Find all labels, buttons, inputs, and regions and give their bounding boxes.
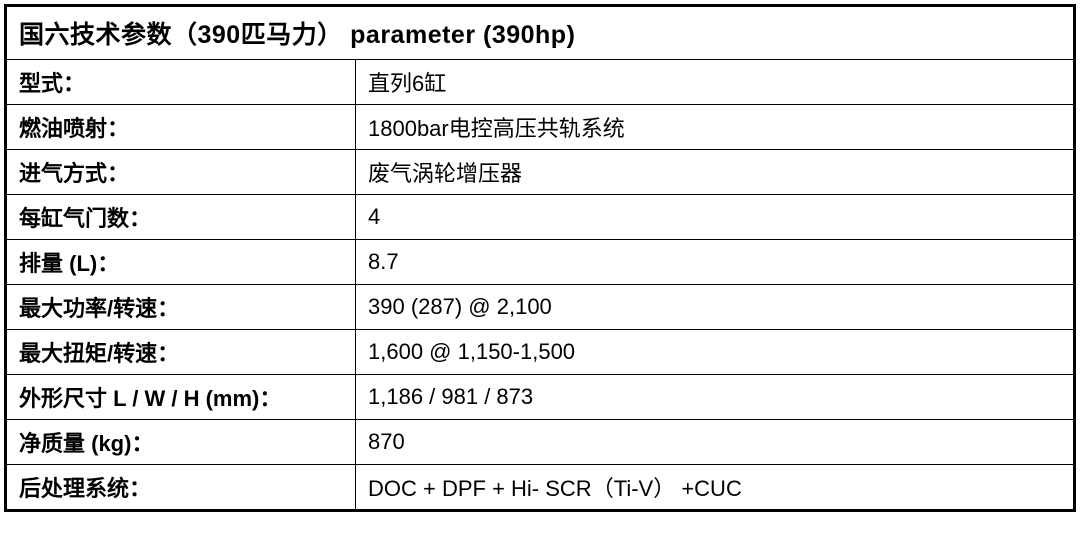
table-row: 燃油喷射： 1800bar电控高压共轨系统 — [6, 105, 1075, 150]
spec-table: 国六技术参数（390匹马力） parameter (390hp) 型式： 直列6… — [4, 4, 1076, 512]
spec-label: 型式： — [6, 60, 356, 105]
table-row: 每缸气门数： 4 — [6, 195, 1075, 240]
spec-label: 每缸气门数： — [6, 195, 356, 240]
table-row: 后处理系统： DOC + DPF + Hi- SCR（Ti-V） +CUC — [6, 465, 1075, 511]
spec-value: 直列6缸 — [356, 60, 1075, 105]
spec-label: 进气方式： — [6, 150, 356, 195]
spec-label: 最大功率/转速： — [6, 285, 356, 330]
spec-label: 外形尺寸 L / W / H (mm)： — [6, 375, 356, 420]
spec-value: 8.7 — [356, 240, 1075, 285]
table-row: 最大扭矩/转速： 1,600 @ 1,150-1,500 — [6, 330, 1075, 375]
table-row: 排量 (L)： 8.7 — [6, 240, 1075, 285]
spec-value: 390 (287) @ 2,100 — [356, 285, 1075, 330]
table-header: 国六技术参数（390匹马力） parameter (390hp) — [6, 6, 1075, 60]
spec-label: 燃油喷射： — [6, 105, 356, 150]
table-row: 最大功率/转速： 390 (287) @ 2,100 — [6, 285, 1075, 330]
spec-value: 1800bar电控高压共轨系统 — [356, 105, 1075, 150]
spec-value: 废气涡轮增压器 — [356, 150, 1075, 195]
spec-value: DOC + DPF + Hi- SCR（Ti-V） +CUC — [356, 465, 1075, 511]
spec-value: 4 — [356, 195, 1075, 240]
spec-label: 排量 (L)： — [6, 240, 356, 285]
spec-label: 净质量 (kg)： — [6, 420, 356, 465]
table-row: 型式： 直列6缸 — [6, 60, 1075, 105]
table-row: 外形尺寸 L / W / H (mm)： 1,186 / 981 / 873 — [6, 375, 1075, 420]
spec-value: 1,186 / 981 / 873 — [356, 375, 1075, 420]
spec-value: 870 — [356, 420, 1075, 465]
spec-label: 后处理系统： — [6, 465, 356, 511]
table-row: 净质量 (kg)： 870 — [6, 420, 1075, 465]
table-row: 进气方式： 废气涡轮增压器 — [6, 150, 1075, 195]
spec-value: 1,600 @ 1,150-1,500 — [356, 330, 1075, 375]
table-body: 型式： 直列6缸 燃油喷射： 1800bar电控高压共轨系统 进气方式： 废气涡… — [6, 60, 1075, 511]
spec-label: 最大扭矩/转速： — [6, 330, 356, 375]
